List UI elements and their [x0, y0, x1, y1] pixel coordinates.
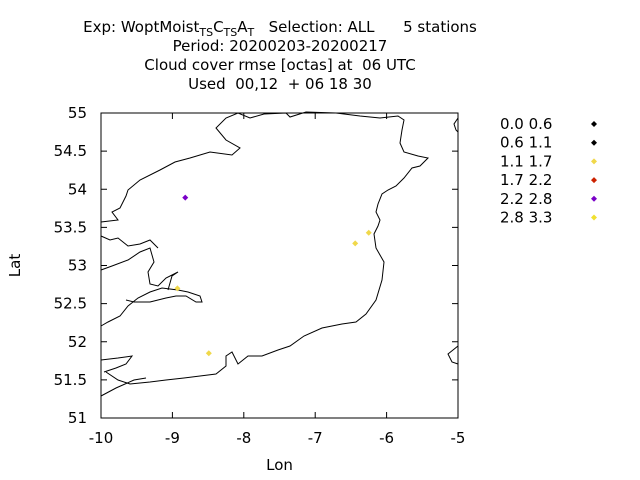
chart-title-variable: Cloud cover rmse [octas] at 06 UTC — [144, 56, 416, 74]
legend-marker — [591, 195, 597, 202]
y-tick-label: 53.5 — [54, 218, 87, 236]
x-tick-label: -7 — [308, 429, 323, 447]
y-tick-label: 51.5 — [54, 371, 87, 389]
x-tick-label: -9 — [165, 429, 180, 447]
x-tick-label: -5 — [451, 429, 466, 447]
title-exp-suffix: TSCTSAT — [199, 18, 255, 39]
data-point — [352, 240, 359, 247]
plot-frame — [100, 112, 459, 419]
data-point — [174, 285, 181, 292]
title-exp-prefix: Exp: WoptMoist — [83, 18, 200, 36]
y-tick-label: 52 — [68, 333, 87, 351]
legend-entry-label: 2.2 2.8 — [500, 190, 552, 208]
chart-title-line1: Exp: WoptMoistTSCTSAT Selection: ALL 5 s… — [0, 18, 560, 39]
data-point — [365, 229, 372, 236]
x-tick-label: -10 — [89, 429, 114, 447]
legend-entry-label: 0.0 0.6 — [500, 115, 552, 133]
coastline — [100, 111, 459, 397]
legend-marker — [591, 214, 597, 221]
legend-entry-label: 1.1 1.7 — [500, 152, 552, 170]
title-exp-part: A — [237, 18, 248, 36]
chart-title-used: Used 00,12 + 06 18 30 — [188, 75, 372, 93]
title-exp-part: T — [247, 26, 255, 39]
x-axis-label: Lon — [266, 456, 293, 474]
legend-entry-label: 2.8 3.3 — [500, 209, 552, 227]
y-tick-label: 53 — [68, 257, 87, 275]
data-point — [182, 194, 189, 201]
chart-title-period: Period: 20200203-20200217 — [172, 37, 388, 55]
legend-marker — [591, 139, 597, 146]
y-tick-label: 54 — [68, 180, 87, 198]
y-axis-label: Lat — [6, 254, 24, 278]
legend-entry-label: 0.6 1.1 — [500, 134, 552, 152]
y-tick-label: 51 — [68, 409, 87, 427]
legend-entry-label: 1.7 2.2 — [500, 171, 552, 189]
y-tick-label: 52.5 — [54, 295, 87, 313]
legend-marker — [591, 121, 597, 127]
title-stations: 5 stations — [403, 18, 477, 36]
title-selection: Selection: ALL — [268, 18, 375, 36]
x-tick-label: -6 — [379, 429, 394, 447]
y-tick-label: 54.5 — [54, 142, 87, 160]
title-exp-part: C — [213, 18, 224, 36]
legend-marker — [591, 177, 597, 184]
title-exp-part: T — [223, 26, 231, 39]
title-exp-part: S — [230, 26, 238, 39]
x-tick-label: -8 — [236, 429, 251, 447]
y-tick-label: 55 — [68, 104, 87, 122]
legend-marker — [591, 158, 597, 165]
title-exp-part: S — [206, 26, 214, 39]
data-point — [205, 350, 212, 357]
title-exp-part: T — [199, 26, 207, 39]
